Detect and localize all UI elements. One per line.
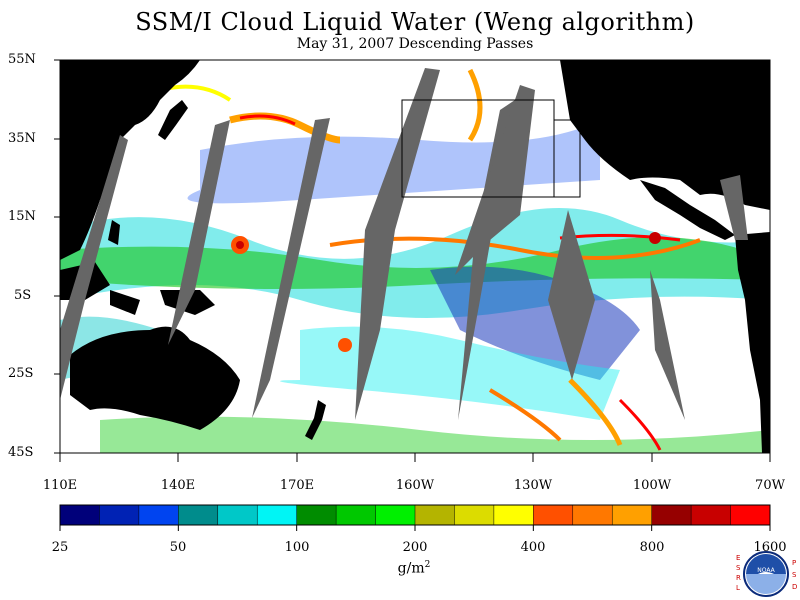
logo-letter-r: R: [736, 574, 741, 582]
logo-letter-l: L: [736, 584, 740, 592]
colorbar-label-200: 200: [402, 540, 428, 555]
lat-label-55n: 55N: [8, 52, 36, 67]
lat-label-45s: 45S: [8, 445, 34, 460]
lon-label-110e: 110E: [42, 478, 78, 493]
lon-label-170e: 170E: [279, 478, 315, 493]
logo-letter-p: P: [792, 559, 796, 567]
colorbar-cell: [99, 505, 140, 525]
colorbar-cell: [296, 505, 337, 525]
lat-label-25s: 25S: [8, 366, 34, 381]
lon-label-100w: 100W: [632, 478, 672, 493]
colorbar-cell: [493, 505, 534, 525]
colorbar-cell: [415, 505, 455, 525]
lat-label-35n: 35N: [8, 131, 36, 146]
lon-label-70w: 70W: [755, 478, 785, 493]
lon-ticks: [59, 453, 771, 462]
logo-sky: [746, 554, 786, 574]
lat-ticks: [54, 59, 60, 454]
land: [60, 60, 770, 453]
map-subtitle: May 31, 2007 Descending Passes: [296, 36, 534, 52]
colorbar-cell: [533, 505, 574, 525]
logo-letter-s2: S: [792, 571, 797, 579]
units-text: g/m: [397, 560, 425, 577]
colorbar-cell: [612, 505, 653, 525]
colorbar-cell: [60, 505, 100, 525]
colorbar-cell: [178, 505, 219, 525]
colorbar: [59, 504, 771, 526]
colorbar-label-25: 25: [51, 540, 69, 555]
colorbar-cell: [572, 505, 613, 525]
lon-label-160w: 160W: [395, 478, 435, 493]
colorbar-label-50: 50: [169, 540, 187, 555]
colorbar-cell: [257, 505, 298, 525]
colorbar-ticks: [59, 525, 771, 531]
colorbar-cell: [730, 505, 771, 525]
colorbar-cell: [691, 505, 732, 525]
logo-letter-s: S: [736, 564, 741, 572]
logo-letter-e: E: [736, 554, 740, 562]
colorbar-label-100: 100: [284, 540, 310, 555]
units-superscript: 2: [424, 560, 431, 570]
lat-label-5s: 5S: [14, 288, 32, 303]
region-box-2: [553, 119, 581, 198]
lon-label-140e: 140E: [160, 478, 196, 493]
colorbar-cell: [375, 505, 416, 525]
colorbar-cell: [454, 505, 495, 525]
colorbar-label-1600: 1600: [753, 540, 787, 555]
logo-center-text: NOAA: [757, 567, 775, 574]
logo-sea: [746, 574, 786, 594]
colorbar-cell: [217, 505, 258, 525]
colorbar-label-800: 800: [639, 540, 665, 555]
logo-letter-d: D: [792, 583, 797, 591]
colorbar-cell: [138, 505, 179, 525]
lat-label-15n: 15N: [8, 209, 36, 224]
swath-gaps: [60, 68, 748, 420]
colorbar-cell: [336, 505, 377, 525]
units-label: g/m2: [398, 560, 431, 577]
lon-label-130w: 130W: [513, 478, 553, 493]
colorbar-cell: [651, 505, 692, 525]
colorbar-label-400: 400: [520, 540, 546, 555]
noaa-esrl-psd-logo: NOAA E S R L P S D: [736, 551, 797, 597]
map-title: SSM/I Cloud Liquid Water (Weng algorithm…: [135, 8, 695, 36]
